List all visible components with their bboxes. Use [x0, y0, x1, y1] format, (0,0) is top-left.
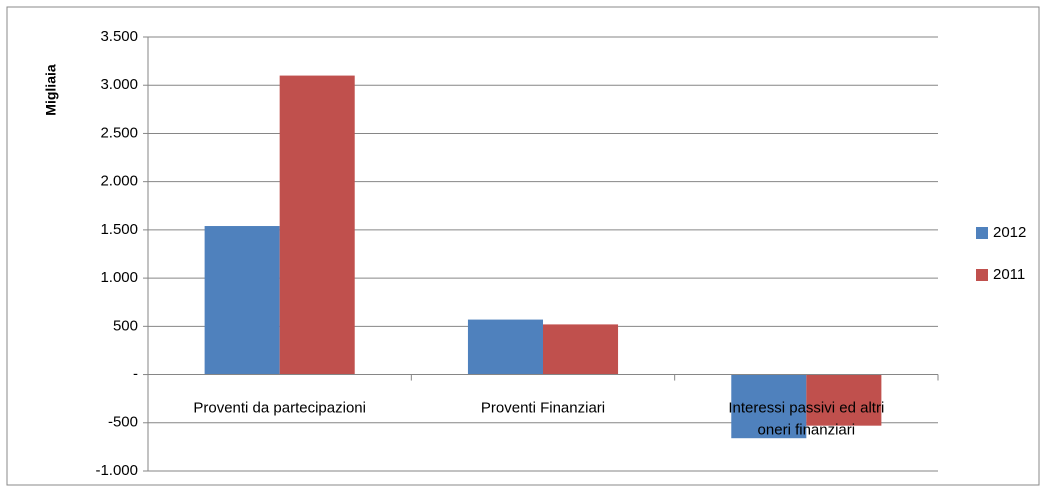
- y-tick-label: -: [133, 366, 138, 383]
- legend-label: 2012: [993, 224, 1026, 241]
- y-tick-label: -1.000: [95, 462, 138, 479]
- bar: [731, 374, 807, 439]
- y-tick-label: 3.000: [100, 76, 138, 93]
- y-tick-label: 3.500: [100, 28, 138, 45]
- y-axis-label: Migliaia: [43, 64, 59, 116]
- y-tick-label: 2.500: [100, 124, 138, 141]
- y-tick-label: 2.000: [100, 173, 138, 190]
- y-tick-label: 1.500: [100, 221, 138, 238]
- bar: [204, 226, 280, 375]
- x-tick-label-line: oneri finanziari: [758, 422, 856, 439]
- x-tick-label: Interessi passivi ed altri oneri finanzia…: [728, 400, 884, 439]
- bar: [543, 324, 619, 375]
- legend-swatch: [976, 269, 988, 281]
- bar: [279, 75, 355, 375]
- y-tick-label: 1.000: [100, 269, 138, 286]
- bar: [806, 374, 882, 426]
- legend-label: 2011: [993, 266, 1025, 283]
- x-tick-label: Proventi da partecipazioni: [193, 400, 366, 417]
- bar: [467, 319, 543, 375]
- y-tick-label: 500: [113, 317, 138, 334]
- legend-swatch: [976, 227, 988, 239]
- x-tick-label: Proventi Finanziari: [481, 400, 605, 417]
- y-tick-label: -500: [108, 414, 138, 431]
- x-tick-label-line: Interessi passivi ed altri: [728, 400, 884, 417]
